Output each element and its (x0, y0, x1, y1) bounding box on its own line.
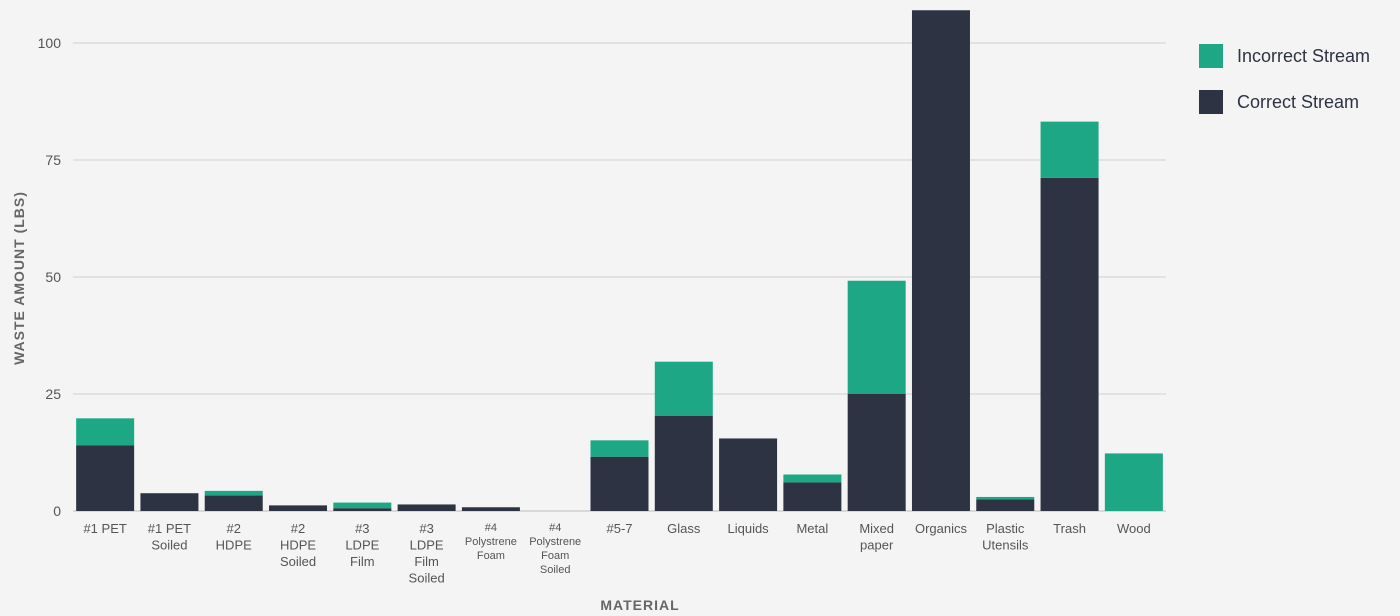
bar-correct-stream (719, 438, 778, 511)
x-category-label: #2 HDPE Soiled (280, 521, 316, 569)
x-category-label: #3 LDPE Film (345, 521, 379, 569)
bar-correct-stream (590, 456, 649, 511)
bar-correct-stream (333, 508, 392, 511)
x-category-label: Liquids (727, 521, 769, 536)
x-axis-categories: #1 PET #1 PET Soiled #2 HDPE #2 HDPE Soiled #3 LD… (83, 521, 1150, 586)
bar-correct-stream (847, 394, 906, 511)
bar-incorrect-stream (1040, 121, 1099, 178)
bar-incorrect-stream (333, 502, 392, 509)
legend-item: Correct Stream (1199, 90, 1370, 114)
x-category-label: #5-7 (606, 521, 632, 536)
bar-incorrect-stream (1104, 453, 1163, 511)
bar-incorrect-stream (590, 440, 649, 457)
bar-incorrect-stream (76, 418, 135, 446)
bar-correct-stream (976, 499, 1035, 511)
x-category-label: #2 HDPE (216, 521, 252, 553)
bar-correct-stream (269, 505, 328, 511)
x-category-label: Trash (1053, 521, 1086, 536)
bar-incorrect-stream (847, 280, 906, 394)
y-tick-label: 50 (45, 269, 61, 285)
bar-correct-stream (204, 495, 263, 511)
y-axis-ticks: 0 25 50 75 100 (38, 35, 62, 519)
x-category-label: Organics (915, 521, 968, 536)
bar-incorrect-stream (976, 496, 1035, 500)
x-category-label: Plastic Utensils (982, 521, 1029, 553)
y-tick-label: 100 (38, 35, 62, 51)
x-category-label: Mixed paper (859, 521, 894, 553)
x-category-label: #3 LDPE Film Soiled (409, 521, 445, 586)
bar-correct-stream (654, 415, 713, 511)
legend-swatch (1199, 90, 1223, 114)
legend-item: Incorrect Stream (1199, 44, 1370, 68)
bar-incorrect-stream (654, 361, 713, 416)
y-tick-label: 0 (53, 503, 61, 519)
legend-label: Correct Stream (1237, 91, 1360, 112)
bar-correct-stream (911, 10, 970, 512)
y-tick-label: 25 (45, 386, 61, 402)
x-category-label: #1 PET Soiled (148, 521, 191, 553)
x-category-label: Metal (796, 521, 828, 536)
bar-correct-stream (461, 507, 520, 511)
x-axis-title: MATERIAL (600, 597, 679, 613)
bar-correct-stream (76, 445, 135, 511)
bar-incorrect-stream (204, 490, 263, 496)
legend-label: Incorrect Stream (1237, 45, 1371, 66)
bar-correct-stream (397, 504, 456, 511)
x-category-label: #4 Polystrene Foam Soiled (529, 522, 581, 576)
bars (76, 10, 1163, 512)
bar-correct-stream (1040, 177, 1099, 511)
x-category-label: Wood (1117, 521, 1151, 536)
x-category-label: Glass (667, 521, 701, 536)
y-tick-label: 75 (45, 152, 61, 168)
bar-incorrect-stream (783, 474, 842, 483)
legend: Incorrect Stream Correct Stream (1199, 44, 1370, 136)
x-category-label: #1 PET (83, 521, 126, 536)
x-category-label: #4 Polystrene Foam (465, 522, 517, 562)
bar-correct-stream (140, 493, 199, 511)
legend-swatch (1199, 44, 1223, 68)
bar-correct-stream (783, 482, 842, 511)
y-axis-title: WASTE AMOUNT (LBS) (11, 191, 27, 365)
